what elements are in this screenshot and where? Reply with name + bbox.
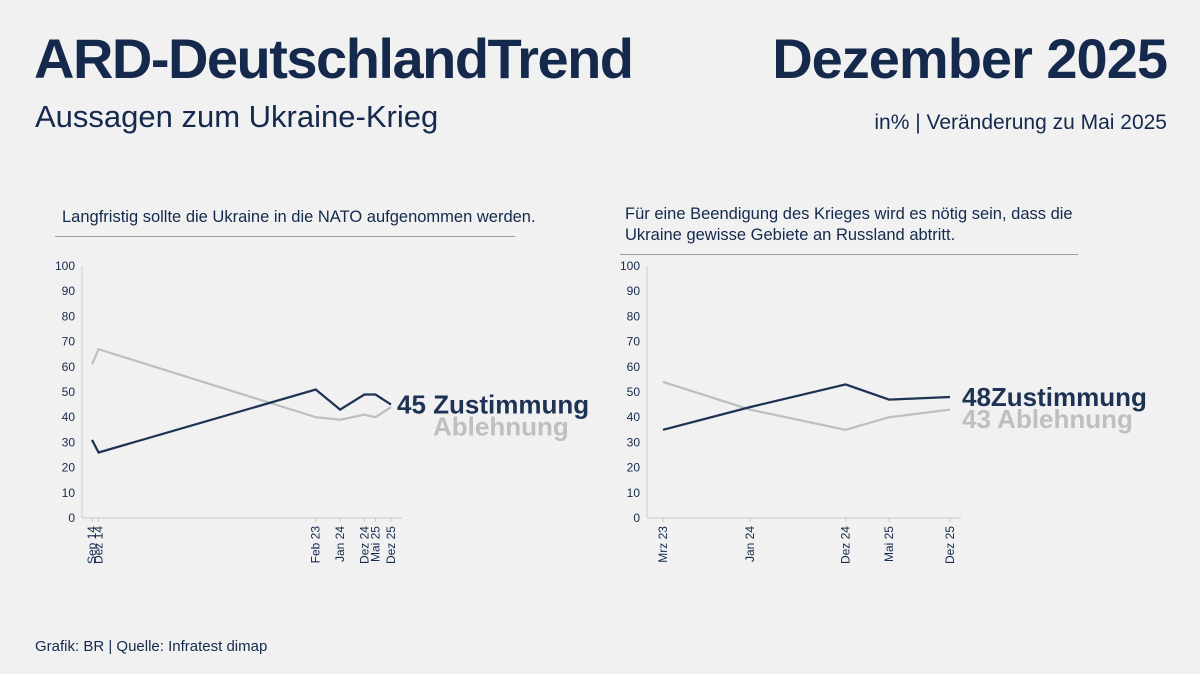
y-tick-label: 30	[627, 435, 641, 449]
zustimmung-end-label: 48Zustimmung	[962, 382, 1147, 412]
y-tick-label: 70	[627, 335, 641, 349]
y-tick-label: 0	[68, 511, 75, 525]
y-tick-label: 20	[62, 461, 76, 475]
x-tick-label: Mai 25	[882, 526, 896, 562]
y-tick-label: 40	[627, 410, 641, 424]
y-tick-label: 10	[62, 486, 76, 500]
chart-title-line: Ukraine gewisse Gebiete an Russland abtr…	[625, 226, 956, 244]
zustimmung-line	[91, 388, 392, 454]
x-tick-label: Feb 23	[309, 526, 323, 564]
y-tick-label: 100	[55, 259, 75, 273]
y-tick-label: 80	[62, 309, 76, 323]
x-tick-label: Dez 24	[357, 526, 371, 564]
page-title: ARD-DeutschlandTrend	[34, 27, 634, 90]
left-chart-header: Langfristig sollte die Ukraine in die NA…	[55, 207, 536, 237]
ablehnung-line	[662, 380, 951, 431]
credit-line: Grafik: BR | Quelle: Infratest dimap	[35, 638, 268, 655]
right-chart-title: Für eine Beendigung des Krieges wird es …	[620, 204, 1078, 246]
chart-title-line: Langfristig sollte die Ukraine in die NA…	[62, 208, 536, 226]
x-tick-label: Dez 24	[839, 526, 853, 564]
y-tick-label: 100	[620, 259, 640, 273]
ablehnung-end-label: Ablehnung	[433, 412, 569, 442]
y-tick-label: 60	[62, 360, 76, 374]
right-chart-title-rule	[620, 254, 1078, 255]
unit-note: in% | Veränderung zu Mai 2025	[874, 111, 1167, 134]
left-chart-title-rule	[55, 236, 515, 237]
x-tick-label: Mai 25	[368, 526, 382, 562]
right-chart-header: Für eine Beendigung des Krieges wird es …	[620, 204, 1078, 255]
y-tick-label: 60	[627, 360, 641, 374]
y-tick-label: 10	[627, 486, 641, 500]
x-tick-label: Jan 24	[333, 526, 347, 562]
ablehnung-line	[90, 347, 392, 421]
page-subtitle: Aussagen zum Ukraine-Krieg	[35, 99, 439, 134]
x-tick-label: Dez 25	[943, 526, 957, 564]
x-tick-label: Mrz 23	[656, 526, 670, 563]
y-tick-label: 90	[627, 284, 641, 298]
x-tick-label: Dez 25	[384, 526, 398, 564]
y-tick-label: 90	[62, 284, 76, 298]
ablehnung-end-label: 43 Ablehnung	[962, 404, 1133, 434]
edition-label: Dezember 2025	[772, 27, 1168, 90]
y-tick-label: 40	[62, 410, 76, 424]
zustimmung-line	[662, 383, 951, 431]
zustimmung-end-label: 45 Zustimmung	[397, 390, 589, 420]
y-tick-label: 70	[62, 335, 76, 349]
x-tick-label: Sep 14	[85, 526, 99, 564]
x-tick-label: Jan 24	[743, 526, 757, 562]
x-tick-label: Dez 14	[92, 526, 106, 564]
y-tick-label: 50	[62, 385, 76, 399]
y-tick-label: 50	[627, 385, 641, 399]
chart-title-line: Für eine Beendigung des Krieges wird es …	[625, 205, 1073, 223]
y-tick-label: 80	[627, 309, 641, 323]
left-chart-title: Langfristig sollte die Ukraine in die NA…	[55, 207, 536, 228]
y-tick-label: 30	[62, 435, 76, 449]
y-tick-label: 0	[633, 511, 640, 525]
y-tick-label: 20	[627, 461, 641, 475]
right-chart: 0 10 20 30 40 50 60 70 80 90 100 Mrz 23 Jan 24 Dez 24…	[620, 259, 1147, 564]
